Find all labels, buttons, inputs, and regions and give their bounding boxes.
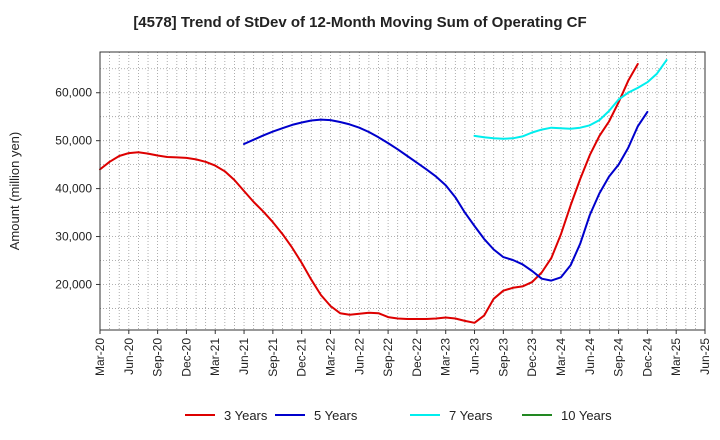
y-tick-label: 20,000 — [55, 277, 92, 291]
x-tick-label: Dec-21 — [295, 338, 309, 377]
legend-label-3-years: 3 Years — [224, 408, 268, 423]
legend-label-10-years: 10 Years — [561, 408, 612, 423]
y-tick-label: 40,000 — [55, 182, 92, 196]
y-tick-label: 50,000 — [55, 134, 92, 148]
y-axis-label: Amount (million yen) — [7, 132, 22, 251]
x-tick-label: Sep-20 — [151, 338, 165, 377]
x-tick-label: Sep-22 — [381, 338, 395, 377]
x-tick-label: Mar-22 — [323, 338, 337, 376]
y-axis-ticks: 20,000 30,000 40,000 50,000 60,000 — [55, 86, 100, 291]
grid-lines — [100, 52, 705, 330]
x-tick-label: Sep-23 — [496, 338, 510, 377]
series-line-7-years — [473, 59, 668, 140]
x-tick-label: Jun-24 — [583, 338, 597, 375]
series-line-5-years — [243, 110, 649, 282]
x-tick-label: Jun-22 — [352, 338, 366, 375]
x-tick-label: Mar-21 — [208, 338, 222, 376]
x-tick-label: Mar-23 — [439, 338, 453, 376]
legend: 3 Years 5 Years 7 Years 10 Years — [185, 408, 612, 423]
legend-label-5-years: 5 Years — [314, 408, 358, 423]
plot-area — [100, 52, 705, 330]
x-tick-label: Mar-24 — [554, 338, 568, 376]
y-tick-label: 30,000 — [55, 230, 92, 244]
x-tick-label: Jun-23 — [468, 338, 482, 375]
x-tick-label: Dec-24 — [640, 338, 654, 377]
y-tick-label: 60,000 — [55, 86, 92, 100]
x-tick-label: Jun-21 — [237, 338, 251, 375]
series-line-3-years — [99, 63, 639, 324]
x-tick-label: Dec-23 — [525, 338, 539, 377]
legend-label-7-years: 7 Years — [449, 408, 493, 423]
x-tick-label: Sep-24 — [612, 338, 626, 377]
series-lines — [99, 59, 668, 324]
x-tick-label: Sep-21 — [266, 338, 280, 377]
x-tick-label: Dec-20 — [179, 338, 193, 377]
x-tick-label: Jun-25 — [698, 338, 712, 375]
x-axis-ticks: Mar-20 Jun-20 Sep-20 Dec-20 Mar-21 Jun-21 Sep-… — [93, 330, 712, 377]
x-tick-label: Jun-20 — [122, 338, 136, 375]
x-tick-label: Mar-20 — [93, 338, 107, 376]
chart-title: [4578] Trend of StDev of 12-Month Moving… — [133, 14, 586, 31]
x-tick-label: Dec-22 — [410, 338, 424, 377]
x-tick-label: Mar-25 — [669, 338, 683, 376]
plot-frame — [99, 51, 706, 331]
